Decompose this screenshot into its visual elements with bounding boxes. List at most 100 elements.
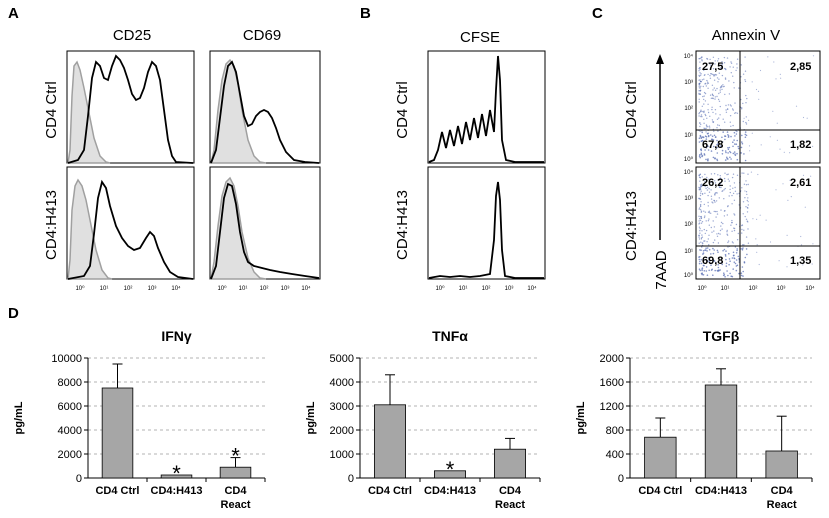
event-dot [707, 135, 710, 138]
event-dot [745, 121, 747, 124]
event-dot [706, 68, 708, 70]
event-dot [733, 81, 735, 84]
event-dot [698, 115, 700, 117]
event-dot [701, 130, 703, 132]
event-dot [698, 268, 701, 271]
event-dot [786, 266, 788, 268]
event-dot [719, 105, 721, 108]
event-dot [733, 261, 736, 264]
event-dot [701, 221, 704, 223]
event-dot [725, 68, 727, 71]
event-dot [718, 124, 720, 127]
category-label: CD4 [499, 485, 522, 497]
event-dot [729, 191, 731, 194]
event-dot [730, 125, 732, 128]
event-dot [728, 258, 731, 260]
event-dot [733, 182, 736, 184]
event-dot [720, 186, 722, 189]
event-dot [745, 218, 748, 220]
event-dot [811, 263, 813, 265]
chart-title: TNFα [432, 328, 468, 344]
event-dot [741, 108, 743, 110]
event-dot [724, 93, 726, 96]
event-dot [731, 194, 733, 197]
event-dot [741, 224, 743, 227]
event-dot [733, 151, 736, 153]
event-dot [741, 266, 744, 268]
event-dot [713, 230, 715, 232]
bar [704, 384, 738, 479]
category-label: CD4 Ctrl [95, 485, 139, 497]
event-dot [711, 138, 714, 141]
event-dot [713, 145, 715, 148]
event-dot [718, 92, 720, 95]
event-dot [710, 134, 712, 136]
event-dot [723, 177, 726, 180]
event-dot [747, 201, 749, 203]
event-dot [707, 220, 710, 222]
quad-ll-h413: 69,8 [702, 255, 723, 267]
event-dot [700, 73, 702, 75]
event-dot [742, 73, 745, 75]
event-dot [734, 143, 736, 145]
event-dot [699, 134, 702, 137]
event-dot [737, 147, 740, 150]
event-dot [701, 185, 703, 187]
tick-label: 10¹ [100, 286, 109, 292]
event-dot [726, 270, 728, 272]
event-dot [702, 264, 705, 267]
event-dot [735, 269, 738, 272]
event-dot [732, 268, 734, 270]
event-dot [737, 145, 739, 148]
event-dot [750, 171, 753, 173]
event-dot [711, 97, 714, 99]
event-dot [714, 96, 716, 98]
event-dot [718, 186, 720, 188]
event-dot [698, 189, 700, 191]
event-dot [700, 123, 702, 126]
tick-label: 10¹ [684, 249, 693, 255]
event-dot [742, 201, 745, 203]
event-dot [711, 135, 714, 138]
event-dot [703, 74, 706, 77]
y-tick-label: 5000 [330, 353, 354, 365]
event-dot [703, 95, 705, 97]
event-dot [747, 207, 749, 209]
row-label-b-ctrl: CD4 Ctrl [394, 81, 411, 139]
event-dot [701, 234, 703, 236]
event-dot [720, 209, 722, 211]
event-dot [716, 213, 719, 215]
event-dot [760, 144, 762, 146]
hist-cfse-h413 [427, 166, 546, 280]
event-dot [702, 274, 705, 276]
event-dot [736, 58, 739, 60]
event-dot [698, 258, 701, 261]
event-dot [746, 253, 748, 256]
event-dot [704, 135, 707, 137]
event-dot [717, 58, 720, 60]
event-dot [759, 69, 762, 72]
dotplot-ctrl: 27,5 2,85 67,8 1,82 10⁰ 10¹ 10² 10³ 10⁴ [684, 50, 821, 164]
event-dot [751, 132, 753, 134]
y-axis-label: pg/mL [13, 401, 25, 434]
panel-letter-c: C [592, 5, 603, 22]
event-dot [741, 248, 743, 250]
event-dot [742, 213, 744, 215]
event-dot [789, 152, 791, 154]
tick-label: 10⁰ [75, 285, 85, 292]
tick-label: 10⁴ [527, 285, 537, 292]
y-tick-label: 4000 [58, 425, 82, 437]
event-dot [699, 61, 701, 63]
event-dot [802, 264, 804, 266]
event-dot [772, 110, 774, 112]
event-dot [721, 63, 723, 66]
event-dot [730, 224, 732, 226]
event-dot [735, 265, 738, 267]
event-dot [714, 63, 716, 65]
event-dot [724, 135, 726, 137]
tick-label: 10¹ [721, 286, 730, 292]
event-dot [706, 241, 708, 243]
event-dot [802, 116, 805, 119]
event-dot [700, 258, 703, 261]
event-dot [710, 73, 713, 75]
